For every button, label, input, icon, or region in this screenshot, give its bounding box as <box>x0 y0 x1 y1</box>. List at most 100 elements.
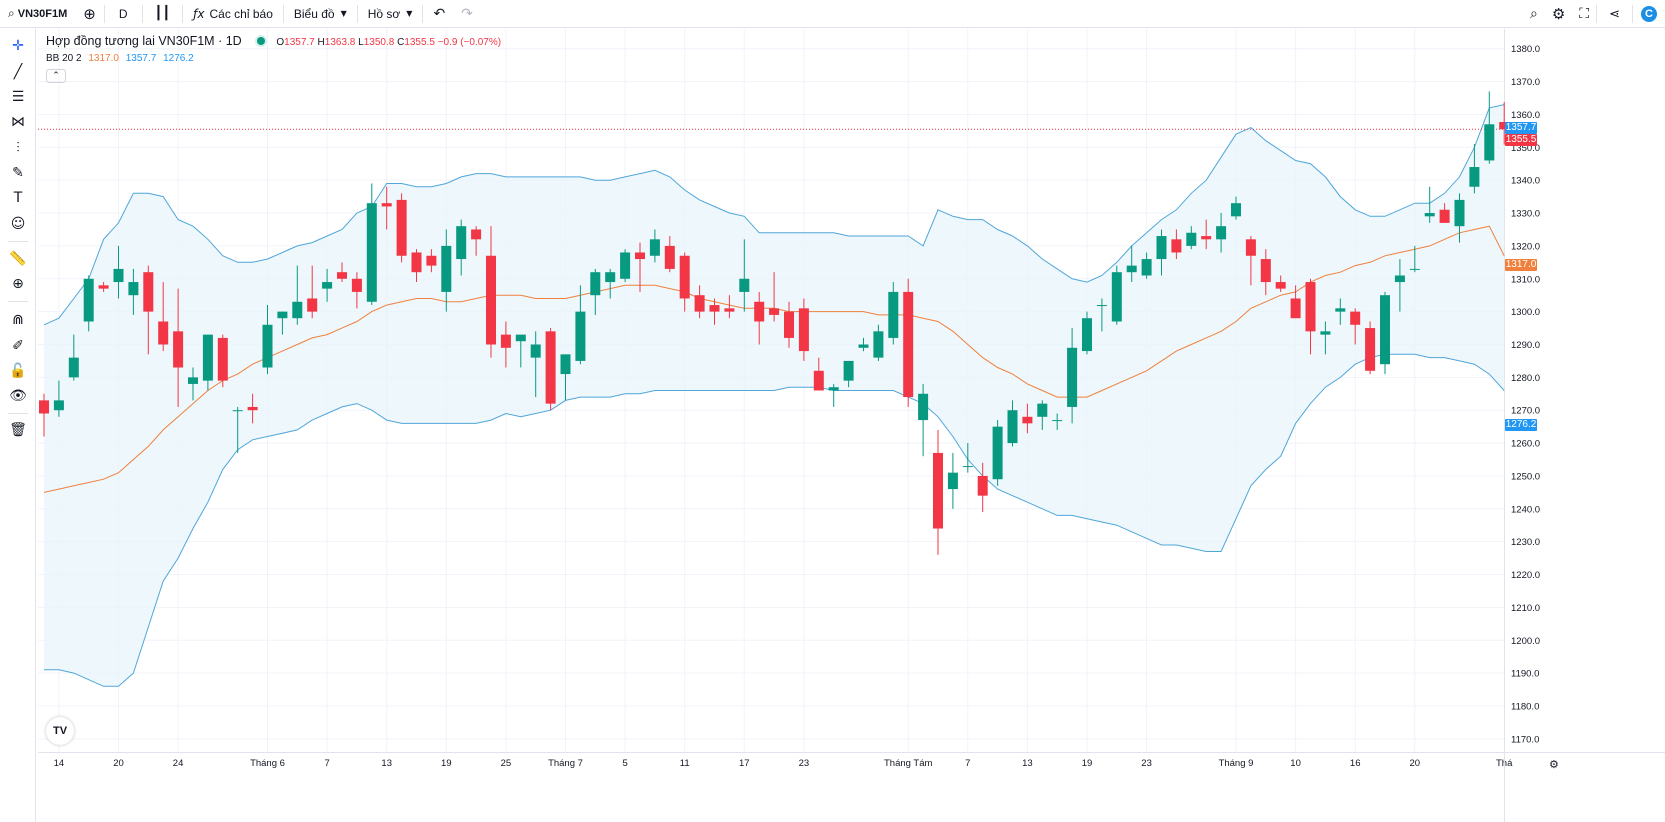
profile-menu-button[interactable]: Hồ sơ ▼ <box>358 0 423 28</box>
x-tick-label: 23 <box>1141 758 1152 769</box>
candle-body <box>188 377 198 384</box>
fullscreen-button[interactable]: ⛶ <box>1572 0 1596 28</box>
x-tick-label: 19 <box>441 758 452 769</box>
brush-icon[interactable]: ✎ <box>12 165 24 181</box>
y-tick-label: 1230.0 <box>1511 537 1540 548</box>
share-button[interactable]: ⋖ <box>1597 0 1632 28</box>
forecast-icon[interactable]: ⫶ <box>16 140 20 156</box>
candle-body <box>1290 298 1301 319</box>
candle-body <box>1156 236 1167 260</box>
symbol-search[interactable]: ⌕ VN30F1M <box>0 0 75 28</box>
x-tick-label: 16 <box>1350 758 1361 769</box>
candle-body <box>456 226 467 260</box>
axis-settings-icon: ⚙ <box>1549 758 1559 771</box>
settings-button[interactable]: ⚙ <box>1545 0 1572 28</box>
chart-type-button[interactable]: ┃┃ <box>143 0 183 28</box>
open-value: 1357.7 <box>284 37 315 48</box>
undo-button[interactable]: ↶ <box>423 0 455 28</box>
redo-button[interactable]: ↷ <box>455 0 479 28</box>
trash-icon[interactable]: 🗑 <box>9 422 27 438</box>
y-tick-label: 1370.0 <box>1511 77 1540 88</box>
y-tick-label: 1240.0 <box>1511 504 1540 515</box>
low-label: L <box>358 37 364 48</box>
crosshair-icon[interactable]: ✛ <box>12 38 24 54</box>
toolbar-divider <box>8 241 28 242</box>
candle-body <box>709 305 720 312</box>
ruler-icon[interactable]: 📏 <box>9 251 27 267</box>
brand-logo-icon: C <box>1641 6 1657 22</box>
chart-title: Hợp đồng tương lai VN30F1M · 1D <box>46 34 242 48</box>
trend-line-icon[interactable]: ╱ <box>13 64 23 80</box>
toolbar-divider <box>182 4 184 23</box>
y-tick-label: 1190.0 <box>1511 669 1539 680</box>
high-value: 1363.8 <box>324 37 356 48</box>
candle-body <box>1111 272 1122 322</box>
x-tick-label: 17 <box>739 758 750 769</box>
candle-body <box>962 466 973 468</box>
candle-body <box>143 272 154 312</box>
chart-menu-button[interactable]: Biểu đồ ▼ <box>284 0 357 28</box>
candle-body <box>1409 268 1420 270</box>
y-tick-label: 1170.0 <box>1511 734 1539 745</box>
lock-drawing-icon[interactable]: ✐ <box>12 338 24 354</box>
candle-body <box>1022 416 1033 424</box>
y-tick-label: 1250.0 <box>1511 471 1540 482</box>
candle-body <box>605 272 616 283</box>
candle-body <box>649 239 660 256</box>
candle-body <box>784 311 794 338</box>
lock-icon[interactable]: 🔓 <box>9 363 27 379</box>
compare-button[interactable]: ⊕ <box>75 0 104 28</box>
candle-body <box>1186 232 1197 246</box>
candle-body <box>1231 203 1241 217</box>
candle-body <box>1365 328 1376 371</box>
candle-body <box>1007 410 1018 444</box>
tradingview-logo[interactable]: TV <box>46 717 74 745</box>
share-icon: ⋖ <box>1609 6 1620 22</box>
emoji-icon[interactable]: ☺ <box>10 216 26 232</box>
candle-body <box>202 334 213 381</box>
candle-body <box>664 245 675 269</box>
candle-body <box>113 268 124 283</box>
x-tick-label: 20 <box>113 758 124 769</box>
candle-body <box>232 410 243 412</box>
toolbar-divider <box>141 4 143 23</box>
profile-menu-label: Hồ sơ <box>367 6 401 21</box>
candle-body <box>620 252 631 279</box>
fib-retracement-icon[interactable]: ☰ <box>11 89 25 105</box>
candle-body <box>337 272 347 279</box>
candle-body <box>292 301 303 319</box>
x-tick-label: 20 <box>1410 758 1421 769</box>
text-icon[interactable]: T <box>13 190 23 206</box>
candle-body <box>575 311 586 361</box>
function-icon: ƒx <box>193 6 205 21</box>
candle-body <box>1141 259 1152 276</box>
candle-body <box>396 199 407 256</box>
quick-search-button[interactable]: ⌕ <box>1523 0 1545 28</box>
collapse-legend-button[interactable]: ⌃ <box>46 69 66 83</box>
zoom-in-icon[interactable]: ⊕ <box>12 276 24 292</box>
ohlc-values: O1357.7 H1363.8 L1350.8 C1355.5 −0.9 (−0… <box>276 37 501 48</box>
pattern-icon[interactable]: ⋈ <box>11 114 25 130</box>
candle-body <box>381 203 392 207</box>
y-tick-label: 1280.0 <box>1511 373 1540 384</box>
undo-icon: ↶ <box>433 5 446 22</box>
bollinger-legend[interactable]: BB 20 2 1317.0 1357.7 1276.2 <box>46 53 194 64</box>
eye-icon[interactable]: 👁 <box>9 388 27 404</box>
candle-body <box>1394 275 1405 283</box>
y-tick-label: 1380.0 <box>1511 44 1540 55</box>
x-tick-label: Tháng 6 <box>250 758 285 769</box>
interval-button[interactable]: D <box>105 0 142 28</box>
magnet-icon[interactable]: ⋒ <box>12 312 24 328</box>
bb-basis-price-tag: 1317.0 <box>1505 259 1537 271</box>
chevron-down-icon: ▼ <box>340 9 347 18</box>
candles-icon: ┃┃ <box>154 6 171 21</box>
chevron-up-icon: ⌃ <box>52 71 60 81</box>
indicators-button[interactable]: ƒx Các chỉ báo <box>183 0 283 28</box>
candle-body <box>366 203 377 302</box>
candle-body <box>679 255 690 299</box>
x-tick-label: 10 <box>1290 758 1301 769</box>
market-status-icon <box>257 37 266 45</box>
gear-icon: ⚙ <box>1551 5 1566 23</box>
close-value: 1355.5 <box>404 37 435 48</box>
